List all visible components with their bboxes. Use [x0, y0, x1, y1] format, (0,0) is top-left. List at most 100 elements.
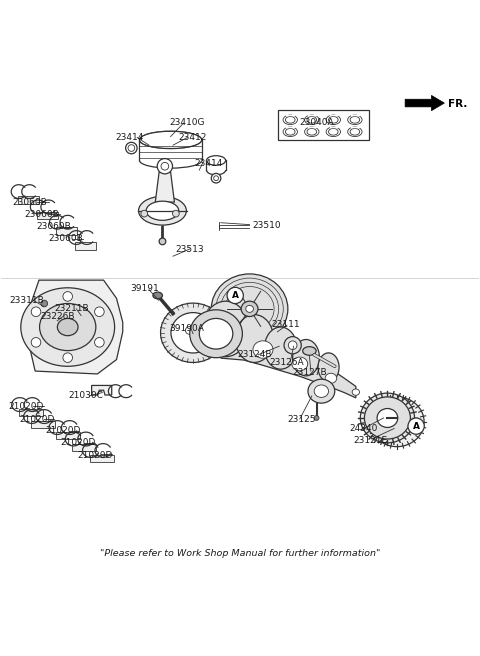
Ellipse shape [325, 373, 337, 383]
Text: "Please refer to Work Shop Manual for further information": "Please refer to Work Shop Manual for fu… [100, 550, 380, 558]
Text: 23211B: 23211B [54, 304, 89, 314]
Text: 23126A: 23126A [270, 358, 304, 367]
Ellipse shape [318, 353, 339, 382]
Ellipse shape [286, 129, 295, 135]
Polygon shape [405, 95, 444, 111]
Circle shape [128, 145, 135, 152]
Circle shape [63, 353, 72, 363]
Text: 39191: 39191 [130, 284, 159, 293]
Text: 23121E: 23121E [353, 436, 387, 445]
Circle shape [141, 211, 148, 217]
Ellipse shape [303, 346, 316, 356]
Ellipse shape [140, 131, 202, 148]
Ellipse shape [207, 325, 235, 348]
Text: 24340: 24340 [349, 424, 378, 433]
Bar [31, 421, 55, 428]
Circle shape [31, 307, 41, 317]
Circle shape [63, 292, 72, 301]
Ellipse shape [286, 117, 295, 123]
Text: 23412: 23412 [178, 133, 206, 142]
Circle shape [95, 338, 104, 347]
Circle shape [159, 238, 166, 245]
Circle shape [95, 307, 104, 317]
Circle shape [214, 176, 218, 180]
Ellipse shape [292, 357, 308, 371]
Circle shape [185, 327, 193, 334]
Bar [56, 432, 80, 439]
Text: FR.: FR. [448, 100, 468, 110]
Bar [18, 196, 39, 204]
Text: 23040A: 23040A [299, 117, 334, 127]
Ellipse shape [288, 341, 297, 350]
Text: 23124B: 23124B [237, 350, 272, 359]
Ellipse shape [307, 117, 317, 123]
Ellipse shape [352, 389, 360, 396]
Circle shape [314, 416, 319, 420]
Circle shape [31, 338, 41, 347]
Polygon shape [92, 386, 112, 395]
Circle shape [408, 418, 424, 434]
Bar [90, 455, 114, 462]
Text: 23060B: 23060B [36, 222, 71, 231]
Text: 23410G: 23410G [169, 117, 205, 127]
Text: 23111: 23111 [271, 319, 300, 329]
Ellipse shape [305, 115, 319, 125]
Circle shape [172, 211, 179, 217]
Ellipse shape [314, 385, 328, 398]
Ellipse shape [307, 129, 317, 135]
Ellipse shape [153, 292, 162, 298]
Circle shape [126, 142, 137, 154]
Bar [19, 409, 43, 416]
Ellipse shape [253, 341, 273, 358]
Ellipse shape [211, 274, 288, 344]
Polygon shape [156, 172, 174, 202]
Text: 21020D: 21020D [78, 451, 113, 460]
Ellipse shape [360, 393, 415, 443]
Bar [56, 227, 77, 235]
Ellipse shape [305, 127, 319, 136]
Text: 23060B: 23060B [48, 234, 83, 243]
Ellipse shape [328, 129, 338, 135]
Ellipse shape [348, 127, 362, 136]
Text: 21020D: 21020D [45, 426, 81, 436]
Ellipse shape [235, 315, 274, 363]
Ellipse shape [241, 301, 258, 317]
Ellipse shape [293, 340, 320, 376]
Text: 23513: 23513 [175, 245, 204, 253]
Ellipse shape [350, 117, 360, 123]
Ellipse shape [348, 115, 362, 125]
Text: A: A [413, 422, 420, 430]
Bar [72, 444, 96, 451]
Ellipse shape [326, 127, 340, 136]
Text: 23414: 23414 [116, 133, 144, 142]
Ellipse shape [328, 117, 338, 123]
Polygon shape [29, 280, 123, 374]
Circle shape [41, 300, 48, 307]
Text: 23510: 23510 [252, 220, 281, 230]
Ellipse shape [350, 129, 360, 135]
Ellipse shape [308, 379, 335, 403]
Text: 23060B: 23060B [12, 197, 47, 207]
Text: 21020D: 21020D [19, 415, 54, 424]
Ellipse shape [199, 318, 233, 349]
Ellipse shape [39, 304, 96, 350]
Ellipse shape [283, 115, 298, 125]
Text: 23226B: 23226B [40, 312, 74, 321]
Ellipse shape [264, 327, 297, 369]
Ellipse shape [160, 303, 226, 363]
Text: 23060B: 23060B [24, 209, 59, 218]
Ellipse shape [206, 155, 226, 165]
Text: 23125: 23125 [287, 415, 315, 424]
Ellipse shape [140, 131, 202, 148]
Text: 23311B: 23311B [10, 296, 44, 305]
Ellipse shape [364, 397, 410, 439]
Ellipse shape [326, 115, 340, 125]
Bar [37, 212, 58, 219]
Circle shape [161, 163, 168, 170]
Text: A: A [232, 291, 239, 300]
Ellipse shape [21, 288, 115, 366]
Text: 23127B: 23127B [292, 367, 327, 377]
Ellipse shape [377, 409, 398, 428]
Ellipse shape [146, 201, 179, 220]
Ellipse shape [370, 397, 424, 447]
